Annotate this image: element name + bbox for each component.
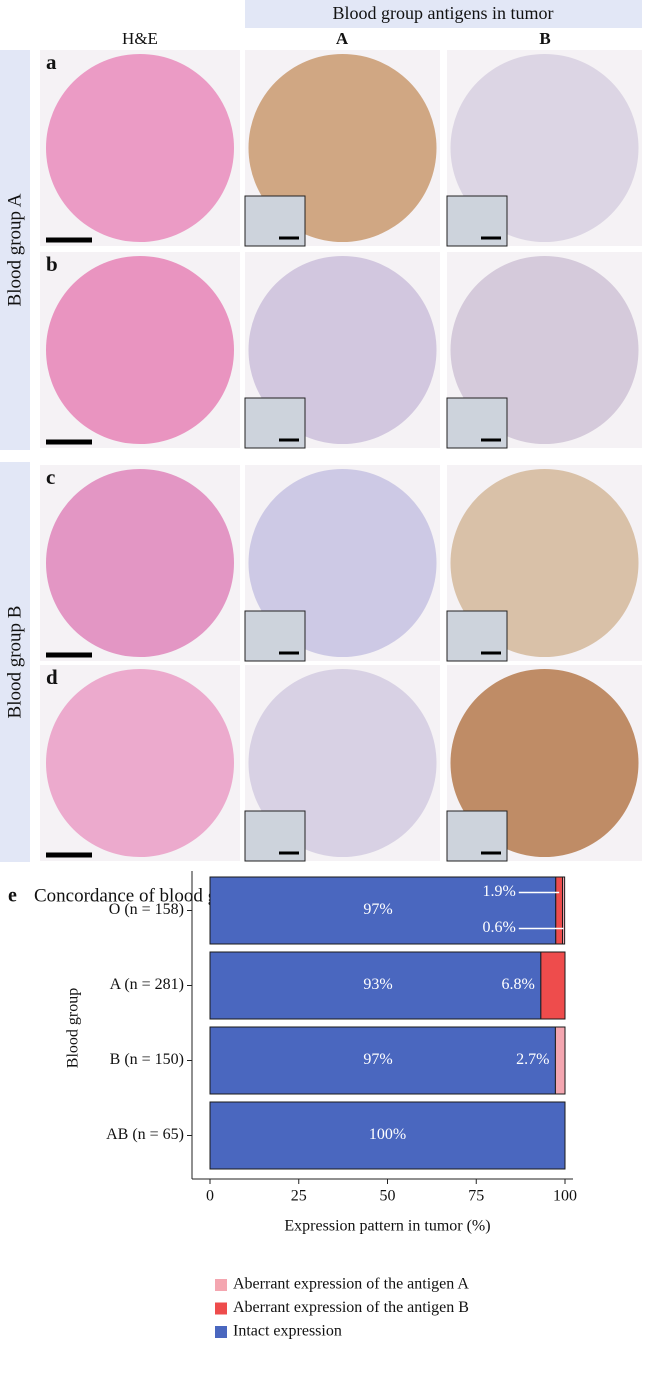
panel-letter: a	[46, 50, 57, 74]
panels: a b c d	[40, 50, 642, 862]
column-label: H&E	[122, 29, 158, 48]
panel-letter: c	[46, 465, 55, 489]
data-label: 0.6%	[482, 919, 515, 936]
data-label: 97%	[363, 901, 392, 918]
data-label: 6.8%	[502, 976, 535, 993]
legend-swatch	[215, 1302, 227, 1315]
bar-segment	[540, 951, 566, 1020]
x-tick-label: 75	[468, 1188, 484, 1205]
panel-letter: e	[8, 885, 17, 907]
group-band	[0, 50, 30, 450]
legend-swatch	[215, 1326, 227, 1338]
tissue-core	[46, 256, 234, 444]
group-label: Blood group A	[4, 193, 25, 306]
x-tick-label: 100	[553, 1188, 577, 1205]
inset	[244, 810, 306, 862]
column-label: A	[336, 29, 349, 48]
legend-label: Aberrant expression of the antigen A	[233, 1276, 469, 1293]
tissue-core	[248, 469, 437, 657]
legend-label: Intact expression	[233, 1323, 342, 1340]
y-axis-label: Blood group	[65, 988, 82, 1068]
group-label: Blood group B	[4, 606, 25, 719]
data-label: 100%	[369, 1126, 406, 1143]
bar-segment	[554, 1026, 566, 1095]
tissue-core	[248, 54, 437, 242]
tissue-core	[248, 256, 437, 444]
legend-label: Aberrant expression of the antigen B	[233, 1299, 469, 1316]
bar-segment	[562, 876, 566, 945]
tissue-core	[248, 669, 437, 857]
column-label: B	[539, 29, 550, 48]
tissue-core	[450, 256, 639, 444]
tissue-core	[46, 669, 234, 857]
header-band	[245, 0, 642, 28]
x-axis-label: Expression pattern in tumor (%)	[284, 1218, 490, 1235]
tissue-core	[450, 669, 639, 857]
header: Blood group antigens in tumor	[333, 3, 554, 23]
data-label: 2.7%	[516, 1051, 549, 1068]
y-tick-label: B (n = 150)	[110, 1051, 184, 1068]
x-tick-label: 25	[291, 1188, 307, 1205]
y-tick-label: A (n = 281)	[110, 976, 184, 993]
x-tick-label: 0	[206, 1188, 214, 1205]
bar-segment	[209, 876, 557, 945]
tissue-core	[46, 54, 234, 242]
panel-letter: d	[46, 665, 58, 689]
x-tick-label: 50	[380, 1188, 396, 1205]
data-label: 1.9%	[482, 883, 515, 900]
data-label: 97%	[363, 1051, 392, 1068]
tissue-core	[46, 469, 234, 657]
bar-segment	[209, 951, 542, 1020]
data-label: 93%	[363, 976, 392, 993]
bar-segment	[555, 876, 564, 945]
panel-letter: b	[46, 252, 58, 276]
tissue-core	[450, 469, 639, 657]
bar-segment	[209, 1101, 566, 1170]
group-band	[0, 462, 30, 862]
legend-swatch	[215, 1279, 227, 1291]
bar-segment	[209, 1026, 556, 1095]
y-tick-label: AB (n = 65)	[106, 1126, 184, 1143]
y-tick-label: O (n = 158)	[109, 901, 184, 918]
tissue-core	[450, 54, 639, 242]
